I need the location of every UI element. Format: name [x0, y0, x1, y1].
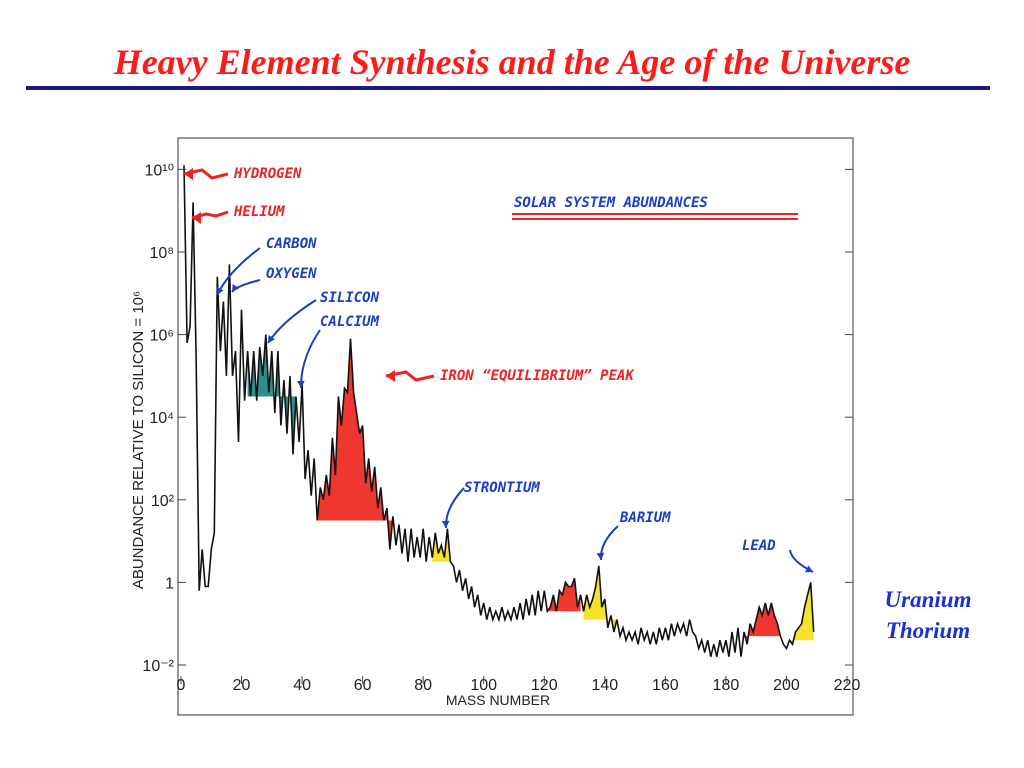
annotation-arrowhead-0 — [184, 168, 193, 180]
chart-frame — [177, 137, 854, 716]
annotation-arrow-6 — [385, 370, 435, 382]
annotation-label-2: CARBON — [266, 236, 317, 252]
annotation-arrowhead-9 — [805, 565, 813, 573]
shaded-region-red-1 — [317, 338, 393, 550]
slide-title: Heavy Element Synthesis and the Age of t… — [113, 42, 911, 82]
annotation-label-8: BARIUM — [619, 510, 671, 526]
side-labels: Uranium Thorium — [858, 584, 998, 646]
annotation-arrowhead-8 — [596, 552, 605, 560]
annotation-label-3: OXYGEN — [266, 266, 317, 282]
annotation-arrowhead-7 — [441, 520, 450, 528]
x-tick-label: 40 — [293, 677, 311, 694]
x-axis-label: MASS NUMBER — [446, 692, 550, 708]
title-underline — [26, 86, 990, 90]
annotation-label-0: HYDROGEN — [233, 166, 302, 182]
annotation-arrowhead-1 — [192, 212, 201, 224]
annotation-arrowhead-2 — [216, 287, 224, 295]
x-tick-label: 180 — [713, 677, 740, 694]
x-tick-label: 80 — [414, 677, 432, 694]
x-axis: 0 20 40 60 80 100 120 140 160 180 200 220 — [177, 676, 861, 694]
annotation-arrowhead-6 — [386, 370, 395, 382]
y-tick-label: 1 — [165, 575, 174, 592]
y-axis-label: ABUNDANCE RELATIVE TO SILICON = 10⁶ — [130, 291, 147, 589]
x-tick-label: 0 — [177, 677, 186, 694]
chart-title: SOLAR SYSTEM ABUNDANCES — [514, 195, 708, 211]
thorium-label: Thorium — [885, 618, 971, 643]
y-tick-label: 10¹⁰ — [144, 162, 174, 179]
annotation-label-7: STRONTIUM — [464, 480, 540, 496]
annotation-label-4: SILICON — [320, 290, 380, 306]
shaded-region-yellow-2 — [432, 528, 451, 562]
x-tick-label: 220 — [834, 677, 861, 694]
y-tick-label: 10⁸ — [149, 245, 174, 262]
annotation-label-5: CALCIUM — [320, 314, 380, 330]
shaded-region-teal-0 — [247, 334, 297, 455]
y-tick-label: 10⁶ — [150, 328, 174, 345]
annotation-arrowhead-4 — [268, 335, 276, 343]
shaded-region-yellow-4 — [583, 565, 617, 632]
x-tick-label: 100 — [470, 677, 497, 694]
x-tick-label: 140 — [591, 677, 618, 694]
x-tick-label: 120 — [531, 677, 558, 694]
x-tick-label: 200 — [773, 677, 800, 694]
x-tick-label: 20 — [233, 677, 251, 694]
y-tick-label: 10⁴ — [149, 410, 174, 427]
y-axis: 10¹⁰ 10⁸ 10⁶ 10⁴ 10² 1 10⁻² — [142, 162, 853, 675]
uranium-label: Uranium — [884, 587, 972, 612]
abundance-chart: 0 20 40 60 80 100 120 140 160 180 200 220 10¹⁰10⁸10… — [130, 137, 861, 716]
annotation-arrowhead-5 — [297, 380, 305, 388]
annotation-label-1: HELIUM — [233, 204, 285, 220]
annotation-label-6: IRON “EQUILIBRIUM” PEAK — [440, 368, 635, 384]
x-tick-label: 60 — [354, 677, 372, 694]
annotation-label-9: LEAD — [742, 538, 776, 554]
abundance-curve — [183, 165, 815, 657]
x-tick-label: 160 — [652, 677, 679, 694]
annotation-arrowhead-3 — [232, 284, 240, 292]
y-tick-label: 10² — [151, 493, 175, 510]
y-tick-label: 10⁻² — [142, 658, 174, 675]
